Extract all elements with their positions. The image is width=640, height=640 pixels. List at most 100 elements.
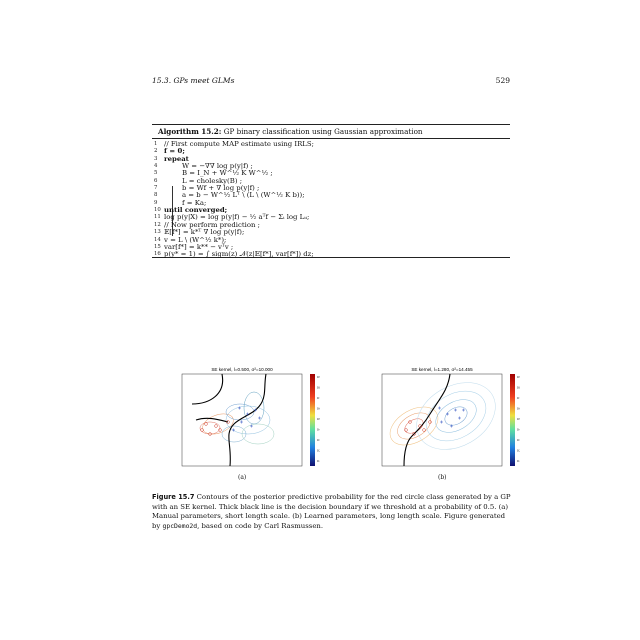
algorithm-box: Algorithm 15.2: GP binary classification… xyxy=(152,124,510,258)
algorithm-line: 8 a = b − W^½ Lᵀ \ (L \ (W^½ K b)); xyxy=(152,191,510,200)
page-number: 529 xyxy=(495,76,510,85)
line-number: 7 xyxy=(154,185,158,192)
line-text: // Now perform prediction ; xyxy=(164,220,260,229)
algorithm-lines: 1 // First compute MAP estimate using IRL… xyxy=(152,139,510,259)
top-rule xyxy=(152,124,510,126)
colorbar xyxy=(510,374,515,466)
contour-lines xyxy=(389,382,496,450)
line-text: until converged; xyxy=(164,206,228,215)
colorbar-tick-label: 0.5 xyxy=(517,417,520,421)
colorbar-tick-label: 0.1 xyxy=(517,459,520,463)
algorithm-line: 14 v = L \ (W^½ k*); xyxy=(152,236,510,245)
line-number: 8 xyxy=(154,192,158,199)
colorbar-tick-label: 0.8 xyxy=(317,386,320,390)
colorbar-tick-label: 0.4 xyxy=(317,428,320,432)
algorithm-label: Algorithm 15.2: xyxy=(158,127,222,137)
line-number: 12 xyxy=(154,221,161,228)
blue-class-points xyxy=(438,406,465,428)
algorithm-line: 5 B = I_N + W^½ K W^½ ; xyxy=(152,169,510,178)
line-text: f = Ka; xyxy=(182,198,207,207)
colorbar-tick-label: 0.5 xyxy=(317,417,320,421)
contour-lines xyxy=(199,391,275,445)
colorbar-tick-label: 0.2 xyxy=(317,449,320,453)
figure-panel-b: SE kernel, l=1.280, σ²=14.455 0.9 0.8 0.7 0… xyxy=(381,367,520,467)
repeat-block-bar xyxy=(172,185,173,236)
algorithm-line: 4 W = −∇∇ log p(y|f) ; xyxy=(152,162,510,171)
colorbar-tick-label: 0.3 xyxy=(317,438,320,442)
line-number: 10 xyxy=(154,207,161,214)
line-number: 15 xyxy=(154,243,161,250)
figure-a-title: SE kernel, l=0.500, σ²=10.000 xyxy=(211,367,273,372)
figure-a-label: (a) xyxy=(238,474,247,481)
line-text: 𝔼[f*] = k*ᵀ ∇ log p(y|f); xyxy=(164,228,245,237)
figure-panel-a: SE kernel, l=0.500, σ²=10.000 0. xyxy=(181,367,320,467)
line-number: 5 xyxy=(154,170,158,177)
algorithm-line: 10 until converged; xyxy=(152,206,510,215)
title-rule xyxy=(152,138,510,139)
algorithm-line: 12// Now perform prediction ; xyxy=(152,221,510,230)
colorbar-tick-label: 0.8 xyxy=(517,386,520,390)
algorithm-line: 9 f = Ka; xyxy=(152,199,510,208)
caption-suffix: , based on code by Carl Rasmussen. xyxy=(197,521,324,530)
line-number: 9 xyxy=(154,199,158,206)
algorithm-line: 13 𝔼[f*] = k*ᵀ ∇ log p(y|f); xyxy=(152,228,510,237)
line-text: L = cholesky(B) ; xyxy=(182,176,243,185)
bottom-rule xyxy=(152,256,510,258)
line-number: 6 xyxy=(154,177,158,184)
colorbar-tick-label: 0.7 xyxy=(517,396,520,400)
running-header: 15.3. GPs meet GLMs xyxy=(152,76,235,85)
line-number: 13 xyxy=(154,229,161,236)
colorbar-tick-label: 0.6 xyxy=(517,407,520,411)
line-text: log p(y|X) = log p(y|f) − ½ aᵀf − Σᵢ log… xyxy=(164,213,310,222)
line-number: 14 xyxy=(154,236,161,243)
colorbar-tick-label: 0.2 xyxy=(517,449,520,453)
algorithm-line: 11 log p(y|X) = log p(y|f) − ½ aᵀf − Σᵢ l… xyxy=(152,213,510,222)
algorithm-line: 3 repeat xyxy=(152,155,510,164)
algorithm-line: 7 b = Wf + ∇ log p(y|f) ; xyxy=(152,184,510,193)
algorithm-line: 16 p(y* = 1) = ∫ sigm(z) 𝒩(z|𝔼[f*], var[f… xyxy=(152,250,510,259)
colorbar-tick-label: 0.9 xyxy=(517,375,520,379)
line-text: repeat xyxy=(164,154,189,163)
caption-label: Figure 15.7 xyxy=(152,493,195,501)
algorithm-title-text: GP binary classification using Gaussian … xyxy=(221,127,423,137)
decision-boundary xyxy=(403,373,451,467)
line-number: 11 xyxy=(154,214,161,221)
caption-code: gpcDemo2d xyxy=(162,521,198,530)
plot-frame xyxy=(381,373,503,467)
line-text: a = b − W^½ Lᵀ \ (L \ (W^½ K b)); xyxy=(182,191,305,200)
line-text: B = I_N + W^½ K W^½ ; xyxy=(182,169,273,178)
line-text: p(y* = 1) = ∫ sigm(z) 𝒩(z|𝔼[f*], var[f*]… xyxy=(164,250,314,259)
red-class-points xyxy=(200,420,230,436)
line-number: 16 xyxy=(154,251,161,258)
line-number: 4 xyxy=(154,163,158,170)
figure-b-title: SE kernel, l=1.280, σ²=14.455 xyxy=(411,367,473,372)
colorbar xyxy=(310,374,315,466)
line-number: 3 xyxy=(154,155,158,162)
figure-panels: SE kernel, l=0.500, σ²=10.000 0. xyxy=(170,364,530,494)
line-number: 2 xyxy=(154,148,158,155)
caption-text: Contours of the posterior predictive pro… xyxy=(152,493,511,530)
colorbar-tick-label: 0.1 xyxy=(317,459,320,463)
blue-class-points xyxy=(232,406,261,432)
figure-caption: Figure 15.7 Contours of the posterior pr… xyxy=(152,493,512,531)
colorbar-tick-label: 0.7 xyxy=(317,396,320,400)
line-text: W = −∇∇ log p(y|f) ; xyxy=(182,162,253,171)
algorithm-line: 1 // First compute MAP estimate using IRL… xyxy=(152,140,510,149)
colorbar-tick-label: 0.4 xyxy=(517,428,520,432)
figure-b-label: (b) xyxy=(438,474,447,481)
algorithm-title: Algorithm 15.2: GP binary classification… xyxy=(152,125,510,138)
algorithm-line: 6 L = cholesky(B) ; xyxy=(152,177,510,186)
line-text: // First compute MAP estimate using IRLS… xyxy=(164,139,314,148)
algorithm-line: 2 f = 0; xyxy=(152,147,510,156)
line-number: 1 xyxy=(154,140,158,147)
line-text: f = 0; xyxy=(164,147,185,156)
algorithm-line: 15 var[f*] = k** − vᵀv ; xyxy=(152,243,510,252)
line-text: var[f*] = k** − vᵀv ; xyxy=(164,242,234,251)
colorbar-tick-label: 0.9 xyxy=(317,375,320,379)
red-class-points xyxy=(404,420,432,436)
colorbar-tick-label: 0.3 xyxy=(517,438,520,442)
line-text: b = Wf + ∇ log p(y|f) ; xyxy=(182,184,260,193)
colorbar-tick-label: 0.6 xyxy=(317,407,320,411)
decision-boundary xyxy=(191,373,267,467)
line-text: v = L \ (W^½ k*); xyxy=(164,235,227,244)
